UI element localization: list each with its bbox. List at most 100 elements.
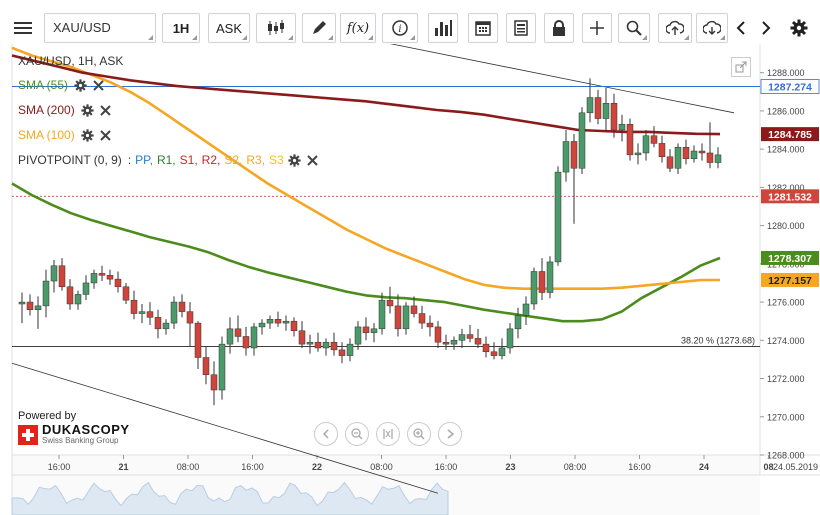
fit-button[interactable] [376,422,400,446]
legend-sma55-label: SMA (55) [18,78,69,92]
legend-pivot-label: PIVOTPOINT (0, 9) [18,153,122,167]
x-tick-label: 16:00 [48,462,71,472]
candle-body [50,265,58,282]
candle-body [466,334,474,339]
lock-button[interactable] [544,13,574,43]
candle-body [274,319,282,324]
candle-body [202,357,210,375]
nav-back-button[interactable] [314,422,338,446]
nav-forward-button[interactable] [438,422,462,446]
chart-type-button[interactable] [256,13,296,43]
x-tick-label: 16:00 [628,462,651,472]
calendar-button[interactable] [468,13,498,43]
price-tag [760,79,820,94]
drawing-tools-button[interactable] [302,13,336,43]
zoom-out-button[interactable] [345,422,369,446]
swiss-cross-icon [18,424,38,445]
symbol-selector[interactable]: XAU/USD [44,13,156,43]
sma100-close-icon[interactable] [99,129,111,141]
candle-body [530,271,538,305]
navigator-area [11,481,449,515]
pivot-settings-icon[interactable] [288,153,301,167]
candle-body [514,315,522,330]
sma200-close-icon[interactable] [99,104,111,116]
price-tag [761,272,819,287]
sma55-settings-icon[interactable] [74,78,87,92]
y-tick-label: 1288.000 [767,68,805,78]
price-tag [761,250,819,265]
y-tick-label: 1276.000 [767,298,805,308]
candle-body [618,124,626,131]
y-tick-label: 1272.000 [767,374,805,384]
download-button[interactable] [696,13,728,43]
indicators-button[interactable]: f(x) [340,13,376,43]
side-selector[interactable]: ASK [208,13,250,43]
sma100-settings-icon[interactable] [81,128,94,142]
toolbar: XAU/USD 1H ASK f(x) i [0,0,820,44]
sma200-settings-icon[interactable] [81,103,94,117]
candle-body [378,299,386,330]
y-tick-label: 1280.000 [767,221,805,231]
legend-pivot-part: PP, [135,153,153,167]
x-tick-label: 23 [505,462,515,472]
candle-body [226,328,234,345]
cloud-upload-icon [666,20,684,35]
report-button[interactable] [506,13,536,43]
candle-body [146,311,154,318]
price-tag [761,189,819,204]
candle-body [18,301,26,305]
legend-pivot-part: S3 [269,153,284,167]
fibonacci-label: 38.20 % (1273.68) [681,335,755,345]
candle-body [338,349,346,356]
candle-body [194,322,202,358]
x-tick-label: 08 [763,462,773,472]
candle-body [690,150,698,159]
candle-body [154,317,162,330]
candle-body [490,351,498,356]
candle-body [682,146,690,159]
menu-icon[interactable] [10,13,36,43]
candle-body [306,341,314,345]
legend-sma200: SMA (200) [18,101,111,119]
x-tick-label: 08:00 [564,462,587,472]
candle-body [394,305,402,330]
zoom-button[interactable] [618,13,650,43]
brand-powered-text: Powered by [18,410,77,422]
pivot-close-icon[interactable] [307,154,318,166]
price-chart[interactable]: 1288.000 1286.000 1284.000 1282.000 1280.000… [0,44,820,515]
zoom-in-button[interactable] [407,422,431,446]
crosshair-button[interactable] [582,13,612,43]
settings-button[interactable] [786,13,812,43]
candle-body [474,338,482,345]
legend-sma100: SMA (100) [18,126,111,144]
legend-title-text: XAU/USD, 1H, ASK [18,54,124,68]
expand-icon[interactable] [731,57,751,77]
info-icon: i [392,20,408,36]
candle-body [98,273,106,276]
upload-button[interactable] [658,13,692,43]
fit-icon [383,429,393,439]
candle-body [674,146,682,169]
info-button[interactable]: i [382,13,418,43]
candle-body [170,301,178,324]
candle-body [162,322,170,330]
timeframe-selector[interactable]: 1H [162,13,200,43]
volume-button[interactable] [428,13,458,43]
x-tick-label: 08:00 [370,462,393,472]
trendline-upper-channel [389,44,735,114]
scroll-right-button[interactable] [755,13,777,43]
candle-body [450,340,458,345]
candle-body [594,97,602,119]
candle-body [362,326,370,333]
x-tick-label: 08:00 [177,462,200,472]
scroll-left-button[interactable] [730,13,752,43]
price-tag-label: 1287.274 [768,82,812,94]
candle-body [322,341,330,349]
zoom-out-icon [351,428,363,440]
play-icon [447,429,455,439]
sma55-close-icon[interactable] [93,79,104,91]
candle-body [354,326,362,345]
candle-body [442,341,450,345]
y-tick-label: 1282.000 [767,183,805,193]
gear-icon [790,19,808,37]
